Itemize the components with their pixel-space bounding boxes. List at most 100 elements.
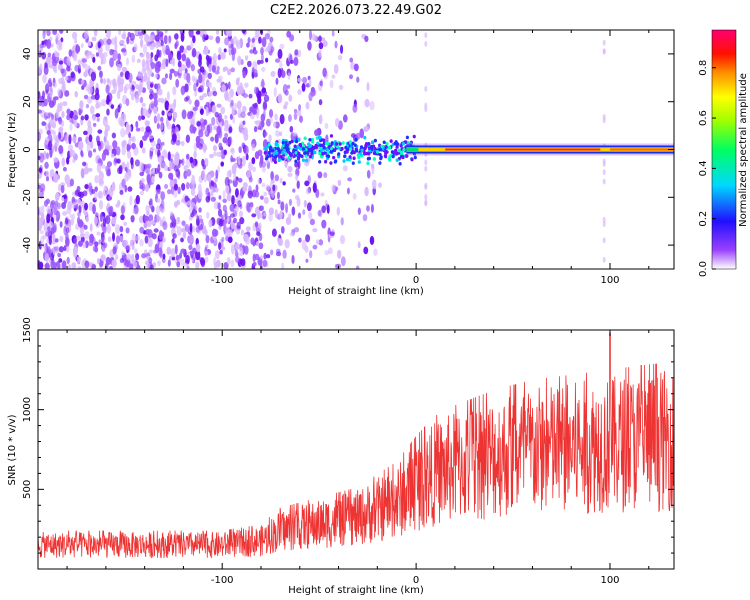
spectrogram-cell [109, 205, 114, 216]
spectrogram-cell [150, 102, 155, 109]
spectrogram-cell [178, 66, 183, 74]
spectrogram-cell [273, 121, 277, 128]
spectrogram-cell [134, 204, 139, 215]
spectrogram-cell [46, 57, 52, 65]
spectrogram-cell [124, 167, 128, 172]
spectrogram-cell [164, 73, 168, 79]
spectrogram-cell [117, 104, 121, 113]
spectrogram-cell [55, 33, 60, 40]
spectrogram-cell [249, 49, 255, 54]
spectrogram-cell [48, 221, 54, 229]
spectrogram-cell [312, 182, 317, 193]
spectrogram-cell [277, 48, 283, 60]
spectrogram-cell [144, 215, 149, 222]
spectrogram-cell [253, 126, 258, 133]
spectrogram-cell [289, 125, 294, 133]
spectrogram-cell [258, 205, 264, 212]
spectrogram-cell [176, 225, 182, 237]
spectrogram-cell [285, 216, 292, 225]
spectrogram-cell [278, 138, 281, 144]
snr-xlabel: Height of straight line (km) [288, 585, 424, 596]
spectrogram-cell [318, 35, 322, 43]
spectrogram-cell [279, 43, 285, 50]
spectrogram-cell [104, 140, 110, 149]
spectrogram-cell [261, 66, 266, 72]
spectrogram-cell [57, 88, 61, 97]
spectrogram-cell [84, 184, 89, 190]
spectrogram-cell [308, 143, 313, 148]
spectrogram-cell [188, 234, 194, 244]
spectrogram-cell [55, 51, 60, 58]
spectrogram-cell [121, 145, 126, 156]
spectrogram-cell [395, 145, 399, 149]
spectrogram-cell [128, 72, 133, 83]
spectrogram-cell [224, 132, 229, 139]
spectrogram-cell [319, 80, 323, 87]
spectrogram-cell [184, 83, 189, 93]
spectrogram-cell [131, 233, 136, 244]
spectrogram-cell [366, 169, 371, 179]
spectrogram-cell [210, 196, 216, 202]
spectrogram-cell [148, 35, 152, 43]
spectrogram-cell [326, 151, 330, 155]
spectrogram-cell [424, 159, 428, 166]
spectrogram-cell [602, 114, 606, 121]
spectrogram-cell [185, 134, 191, 144]
spectrogram-cell [318, 49, 322, 58]
spectrogram-cell [184, 195, 189, 203]
spectrogram-cell [394, 142, 398, 146]
spectrogram-cell [80, 43, 84, 48]
spectrogram-cell [91, 36, 97, 42]
spectrogram-cell [232, 47, 237, 55]
spectrogram-cell [63, 225, 67, 236]
spectrogram-cell [46, 152, 49, 160]
spectrogram-cell [50, 43, 54, 48]
spectrogram-cell [171, 159, 175, 170]
y-tick-label: 1500 [22, 317, 33, 342]
spectrogram-cell [299, 153, 303, 158]
spectrogram-cell [226, 195, 231, 200]
spectrogram-cell [355, 265, 360, 269]
spectrogram-cell [129, 32, 135, 41]
spectrogram-cell [77, 59, 83, 65]
spectrogram-cell [158, 171, 163, 179]
spectrogram-cell [274, 130, 280, 137]
spectrogram-cell [66, 156, 70, 165]
spectrogram-cell [424, 165, 428, 172]
spectrogram-cell [94, 189, 98, 201]
spectrogram-cell [160, 199, 165, 210]
spectrogram-cell [268, 134, 272, 143]
spectrogram-cell [106, 108, 110, 116]
spectrogram-cell [337, 152, 341, 156]
spectrogram-cell [141, 115, 146, 120]
spectrogram-cell [345, 157, 350, 162]
spectrogram-cell [363, 246, 369, 255]
spectrogram-cell [310, 149, 314, 154]
spectrogram-cell [183, 165, 188, 171]
x-tick-label: -100 [211, 275, 234, 286]
spectrogram-cell [314, 143, 318, 148]
spectrogram-cell [189, 223, 193, 233]
spectrogram-cell [290, 59, 294, 64]
spectrogram-cell [216, 151, 222, 158]
spectrogram-cell [69, 122, 73, 132]
spectrogram-cell [119, 39, 125, 45]
spectrogram-cell [250, 42, 255, 49]
spectrogram-cell [189, 156, 194, 164]
spectrogram-cell [112, 78, 117, 88]
spectrogram-cell [176, 50, 182, 61]
spectrogram-cell [192, 35, 196, 44]
spectrogram-cell [71, 201, 77, 209]
spectrogram-cell [262, 259, 268, 268]
spectrogram-cell [206, 172, 211, 182]
spectrogram-cell [215, 30, 220, 35]
spectrogram-cell [77, 45, 81, 53]
spectrogram-cell [135, 94, 140, 104]
spectrogram-cell [83, 166, 89, 175]
spectrogram-cell [58, 145, 64, 155]
spectrogram-cell [192, 205, 197, 217]
spectrogram-cell [349, 147, 353, 151]
spectrogram-cell [149, 147, 155, 152]
spectrogram-cell [311, 140, 315, 144]
spectrogram-cell [82, 63, 88, 69]
